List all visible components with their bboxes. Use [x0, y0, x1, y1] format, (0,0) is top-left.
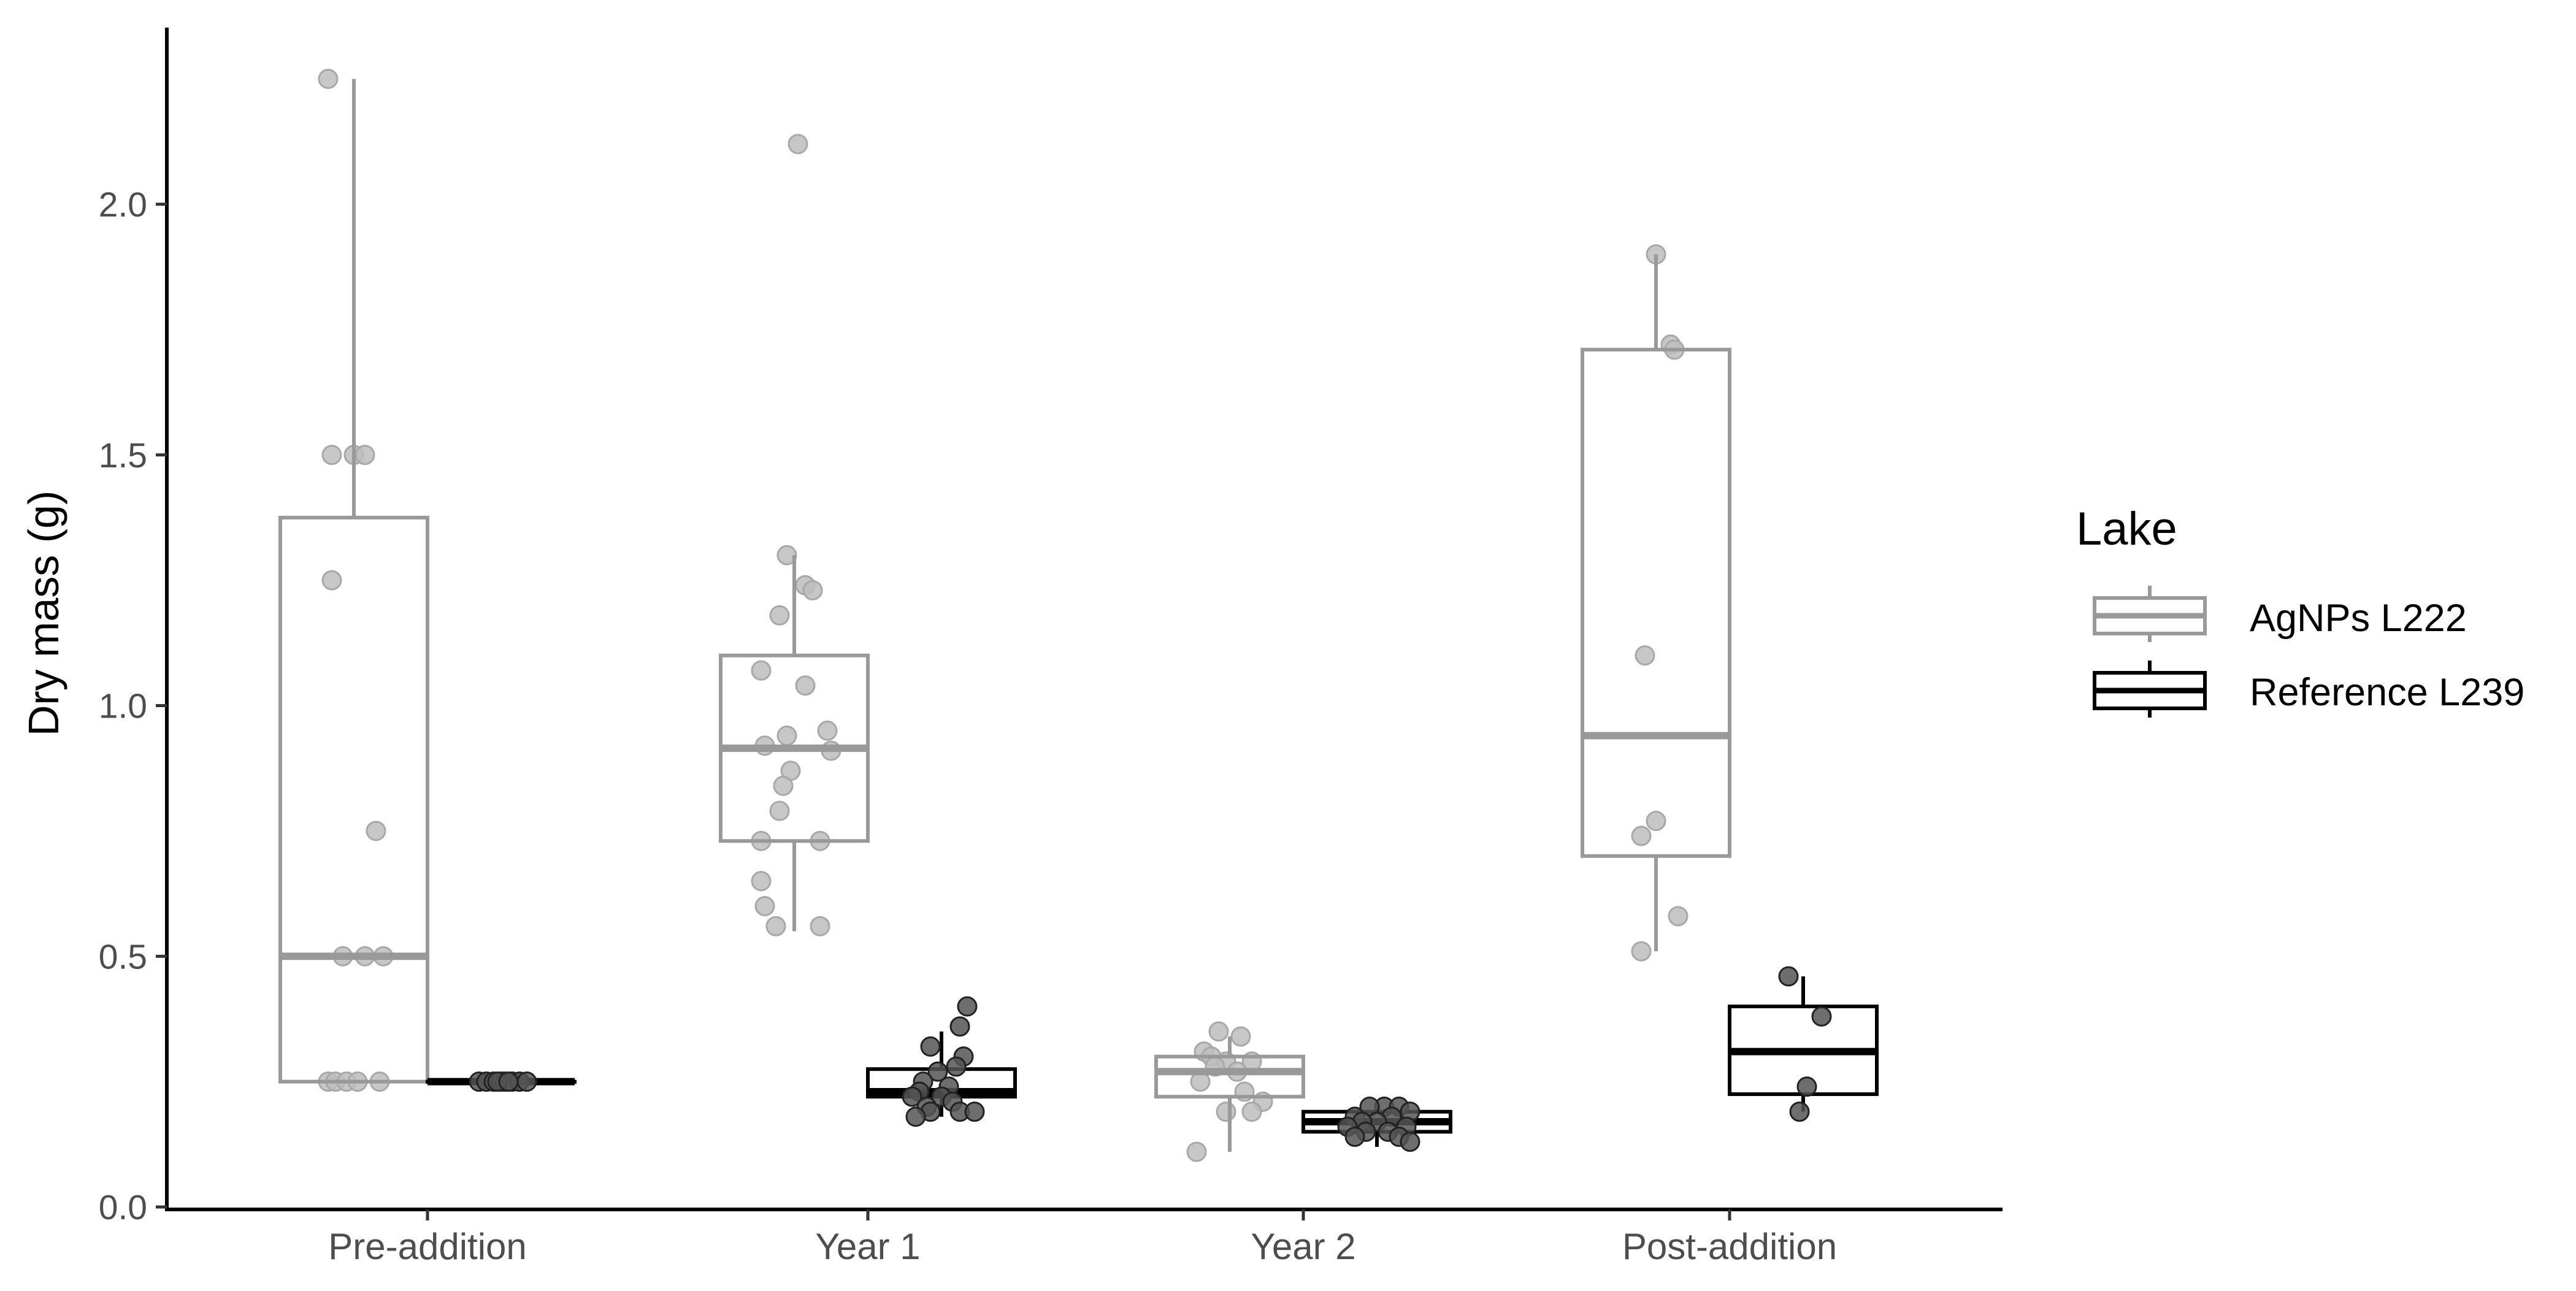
- data-point: [498, 1071, 519, 1092]
- data-point: [355, 445, 375, 465]
- data-point: [795, 675, 816, 696]
- data-point: [905, 1106, 926, 1127]
- data-point: [1635, 645, 1655, 666]
- data-point: [802, 580, 823, 600]
- data-point: [1186, 1141, 1207, 1162]
- data-point: [1230, 1026, 1251, 1047]
- data-point: [776, 726, 797, 746]
- y-tick-label: 1.0: [99, 687, 147, 726]
- data-point: [1344, 1127, 1365, 1147]
- data-point: [964, 1101, 985, 1122]
- data-point: [321, 570, 342, 591]
- data-point: [754, 896, 775, 916]
- data-point: [788, 134, 808, 155]
- data-point: [810, 916, 830, 937]
- data-point: [927, 1061, 948, 1082]
- data-point: [949, 1016, 970, 1037]
- data-point: [1216, 1101, 1236, 1122]
- data-point: [769, 605, 790, 626]
- data-point: [1208, 1021, 1229, 1042]
- data-point: [1811, 1006, 1832, 1027]
- legend-label-reference: Reference L239: [2250, 671, 2524, 714]
- data-point: [751, 871, 772, 892]
- y-tick-label: 0.5: [99, 937, 147, 976]
- data-point: [1668, 906, 1689, 927]
- data-point: [321, 445, 342, 465]
- data-point: [1631, 826, 1652, 846]
- data-point: [1789, 1101, 1810, 1122]
- data-point: [318, 69, 339, 90]
- legend-key-reference: [2093, 661, 2207, 718]
- boxplot-agnps: [1154, 1036, 1305, 1152]
- boxplot-agnps: [719, 555, 870, 932]
- data-point: [773, 775, 794, 796]
- y-tick-label: 2.0: [99, 185, 147, 224]
- data-point: [920, 1036, 941, 1057]
- legend: Lake AgNPs L222 Reference L239: [2076, 503, 2524, 718]
- data-point: [765, 916, 786, 937]
- data-point: [769, 800, 790, 821]
- legend-title: Lake: [2076, 503, 2177, 555]
- x-axis-ticks: Pre-addition Year 1 Year 2 Post-addition: [328, 1209, 1837, 1267]
- jitter-points-reference: [469, 966, 1832, 1152]
- data-point: [946, 1056, 967, 1077]
- data-point: [1241, 1101, 1262, 1122]
- data-point: [957, 996, 978, 1017]
- y-axis-title: Dry mass (g): [20, 491, 67, 737]
- data-point: [817, 720, 838, 741]
- box-iqr: [1154, 1054, 1305, 1099]
- x-tick-label: Post-addition: [1622, 1226, 1837, 1267]
- x-tick-label: Pre-addition: [328, 1226, 527, 1267]
- y-axis-ticks: 0.0 0.5 1.0 1.5 2.0: [99, 185, 167, 1227]
- boxplots: [278, 79, 1879, 1152]
- data-point: [1796, 1076, 1817, 1097]
- x-tick-label: Year 2: [1251, 1226, 1355, 1267]
- data-point: [366, 821, 386, 841]
- y-tick-label: 0.0: [99, 1188, 147, 1227]
- data-point: [516, 1071, 537, 1092]
- boxplot-agnps: [278, 79, 429, 1084]
- data-point: [902, 1086, 922, 1107]
- data-point: [1631, 941, 1652, 962]
- data-point: [1646, 811, 1666, 832]
- legend-label-agnps: AgNPs L222: [2250, 597, 2467, 640]
- boxplot-agnps: [1581, 254, 1731, 952]
- data-point: [1778, 966, 1799, 987]
- legend-key-agnps: [2093, 586, 2207, 642]
- y-tick-label: 1.5: [99, 436, 147, 475]
- box-iqr: [278, 515, 429, 1084]
- data-point: [751, 660, 772, 681]
- data-point: [1400, 1132, 1420, 1152]
- jitter-points-agnps: [318, 69, 1689, 1162]
- x-tick-label: Year 1: [815, 1226, 920, 1267]
- box-iqr: [1581, 348, 1731, 858]
